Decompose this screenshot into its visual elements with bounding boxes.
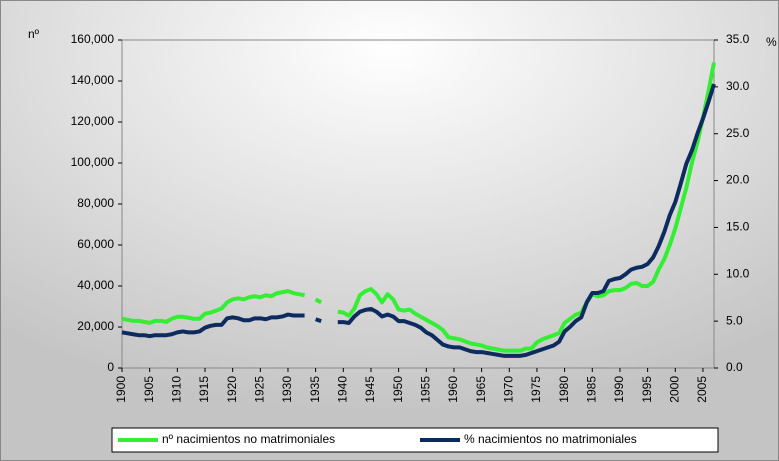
x-tick-label: 1935 bbox=[308, 376, 322, 403]
x-tick-label: 1975 bbox=[529, 376, 543, 403]
y-tick-label: 40,000 bbox=[77, 278, 114, 292]
y2-tick-label: 35.0 bbox=[726, 32, 750, 46]
x-tick-label: 1910 bbox=[169, 376, 183, 403]
y-tick-label: 120,000 bbox=[71, 114, 115, 128]
x-tick-label: 1960 bbox=[446, 376, 460, 403]
y2-tick-label: 0.0 bbox=[726, 360, 743, 374]
x-tick-label: 1990 bbox=[612, 376, 626, 403]
x-tick-label: 1930 bbox=[280, 376, 294, 403]
x-tick-label: 1985 bbox=[584, 376, 598, 403]
x-tick-label: 1940 bbox=[335, 376, 349, 403]
x-tick-label: 2000 bbox=[667, 376, 681, 403]
x-tick-label: 1945 bbox=[363, 376, 377, 403]
x-tick-label: 1920 bbox=[225, 376, 239, 403]
x-tick-label: 1915 bbox=[197, 376, 211, 403]
x-tick-label: 1965 bbox=[474, 376, 488, 403]
y-tick-label: 100,000 bbox=[71, 155, 115, 169]
y-tick-label: 20,000 bbox=[77, 319, 114, 333]
x-tick-label: 1950 bbox=[391, 376, 405, 403]
y2-tick-label: 20.0 bbox=[726, 173, 750, 187]
legend-label: % nacimientos no matrimoniales bbox=[464, 432, 637, 446]
y2-tick-label: 10.0 bbox=[726, 266, 750, 280]
series-line bbox=[121, 83, 716, 358]
y2-tick-label: 30.0 bbox=[726, 79, 750, 93]
y-axis-label: nº bbox=[28, 27, 40, 41]
x-tick-label: 2005 bbox=[695, 376, 709, 403]
x-tick-label: 1905 bbox=[142, 376, 156, 403]
series-line bbox=[121, 62, 716, 353]
y2-tick-label: 5.0 bbox=[726, 313, 743, 327]
x-tick-label: 1925 bbox=[252, 376, 266, 403]
x-tick-label: 1955 bbox=[418, 376, 432, 403]
y-tick-label: 140,000 bbox=[71, 73, 115, 87]
y-tick-label: 160,000 bbox=[71, 32, 115, 46]
legend-label: nº nacimientos no matrimoniales bbox=[162, 432, 335, 446]
y2-axis-label: % bbox=[766, 35, 777, 49]
x-tick-label: 1995 bbox=[640, 376, 654, 403]
x-tick-label: 1970 bbox=[501, 376, 515, 403]
y-tick-label: 0 bbox=[107, 360, 114, 374]
y2-tick-label: 15.0 bbox=[726, 220, 750, 234]
legend-box bbox=[111, 427, 719, 453]
y-tick-label: 80,000 bbox=[77, 196, 114, 210]
y-tick-label: 60,000 bbox=[77, 237, 114, 251]
x-tick-label: 1980 bbox=[557, 376, 571, 403]
x-tick-label: 1900 bbox=[114, 376, 128, 403]
y2-tick-label: 25.0 bbox=[726, 126, 750, 140]
